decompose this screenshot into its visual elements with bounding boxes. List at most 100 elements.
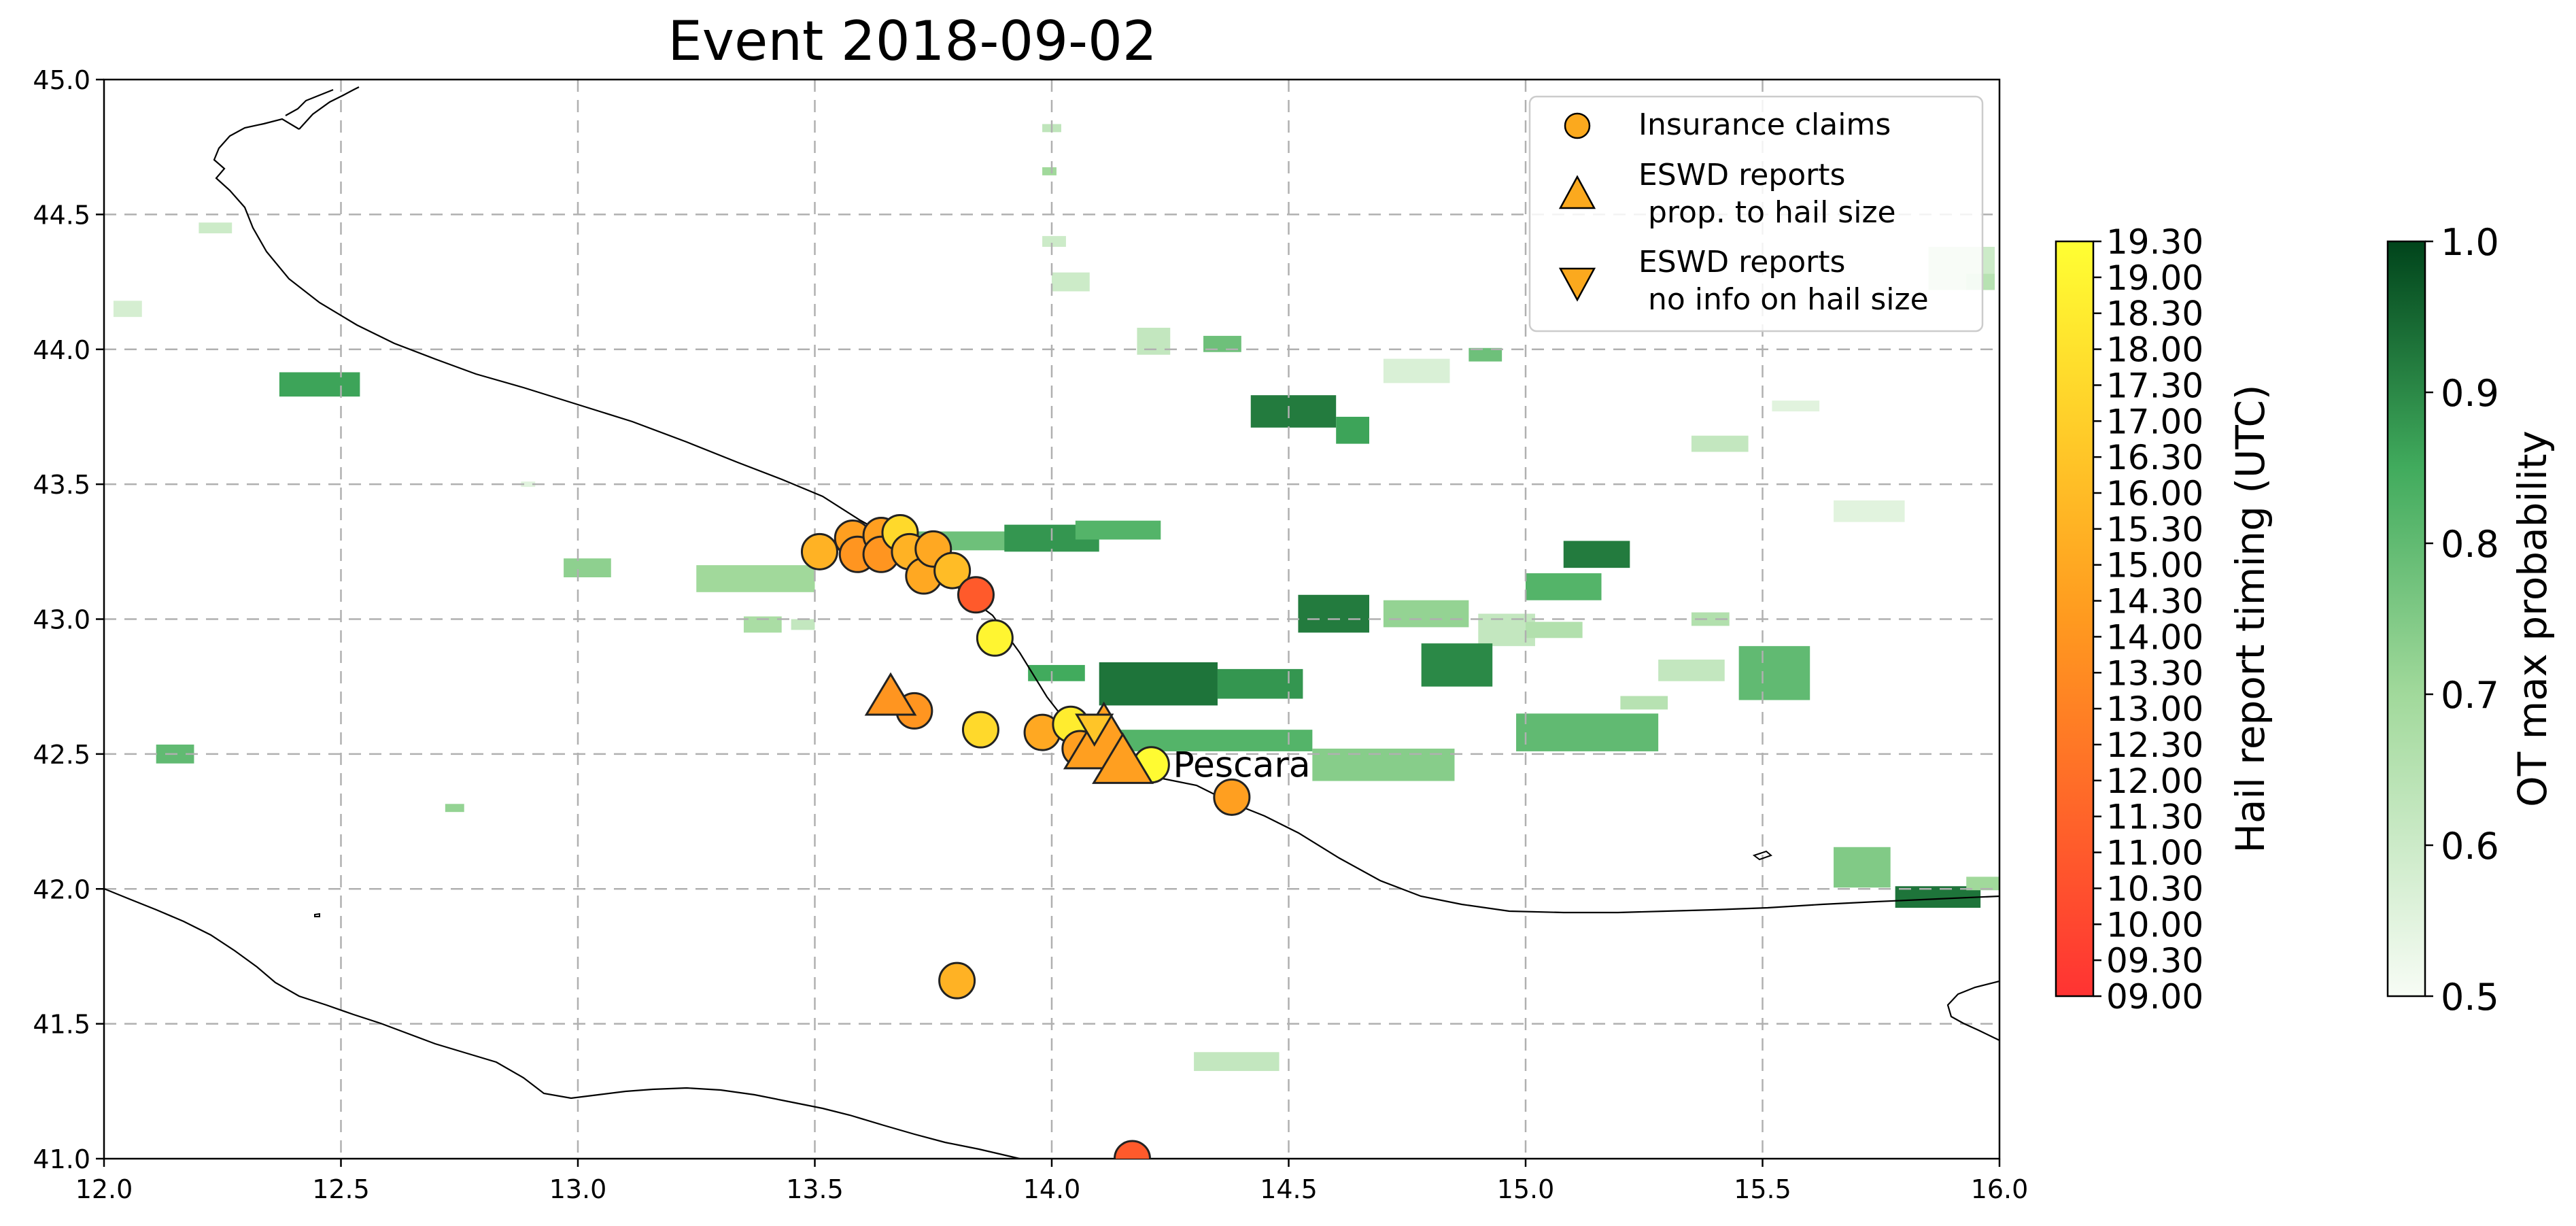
ot-probability-cell (1028, 664, 1085, 681)
colorbar-timing-tick-label: 10.30 (2106, 869, 2203, 908)
colorbar-ot-tick-label: 0.6 (2441, 825, 2499, 868)
ot-probability-cell (445, 804, 464, 813)
colorbar-ot-tick-label: 0.9 (2441, 372, 2499, 415)
eswd-report-size-marker (864, 672, 917, 716)
colorbar-timing-tick-label: 10.00 (2106, 905, 2203, 944)
colorbar-ot-bar (2386, 240, 2426, 998)
x-tick-label: 12.0 (75, 1174, 133, 1204)
ot-probability-cell (1834, 847, 1891, 888)
northern-coast-fragment (285, 86, 360, 130)
ot-probability-cell (1075, 520, 1161, 540)
ot-probability-cell (1137, 328, 1171, 355)
legend-triangle-up-icon (1558, 175, 1596, 209)
x-tick-label: 12.5 (312, 1174, 370, 1204)
ot-probability-cell (1298, 594, 1369, 633)
x-tick-label: 16.0 (1971, 1174, 2029, 1204)
legend-triangle-down-icon (1558, 267, 1596, 302)
x-tick-label: 14.5 (1260, 1174, 1318, 1204)
colorbar-timing-tick-label: 19.30 (2106, 222, 2203, 262)
insurance-claim-marker (933, 551, 972, 590)
colorbar-ot-tick-label: 1.0 (2441, 221, 2499, 264)
colorbar-ot-tick-label: 0.5 (2441, 976, 2499, 1019)
ot-probability-cell (1099, 662, 1218, 706)
legend-item-eswd-noinfo-line1: ESWD reports (1638, 245, 1845, 279)
city-label-pescara: Pescara (1173, 745, 1310, 786)
ot-probability-cell (1738, 646, 1810, 700)
colorbar-timing-tick-label: 11.00 (2106, 834, 2203, 873)
legend-item-insurance-claims: Insurance claims (1638, 107, 1891, 142)
x-tick-label: 13.0 (549, 1174, 607, 1204)
insurance-claim-marker (957, 576, 995, 614)
ot-probability-cell (1099, 730, 1313, 751)
ot-probability-cell (199, 222, 233, 234)
colorbar-timing-bar (2055, 240, 2095, 998)
x-tick-label: 15.5 (1734, 1174, 1791, 1204)
x-tick-label: 14.0 (1023, 1174, 1081, 1204)
ot-probability-cell (1042, 236, 1066, 247)
ot-probability-cell (1194, 1052, 1280, 1072)
y-tick-label: 42.0 (33, 874, 90, 904)
map-title: Event 2018-09-02 (668, 10, 1157, 73)
ot-probability-cell (1691, 435, 1749, 452)
y-tick-label: 43.0 (33, 605, 90, 635)
insurance-claim-marker (1113, 1140, 1151, 1159)
y-tick-label: 41.5 (33, 1010, 90, 1040)
ot-probability-cell (1336, 416, 1369, 444)
ot-probability-cell (279, 372, 360, 397)
legend: Insurance claims ESWD reports prop. to h… (1528, 95, 1984, 333)
legend-item-eswd-size-line1: ESWD reports (1638, 158, 1845, 192)
legend-box (1528, 95, 1984, 333)
y-tick-label: 42.5 (33, 740, 90, 770)
tyrrhenian-coastline (104, 887, 1020, 1159)
legend-item-eswd-size-line2: prop. to hail size (1638, 195, 1896, 230)
colorbar-timing-tick-label: 11.30 (2106, 798, 2203, 837)
y-tick-label: 44.0 (33, 335, 90, 365)
small-island (1752, 850, 1772, 861)
colorbar-timing-tick-label: 17.00 (2106, 402, 2203, 441)
ot-probability-cell (1203, 335, 1241, 352)
colorbar-timing-tick-label: 14.00 (2106, 617, 2203, 657)
colorbar-timing-tick-label: 09.00 (2106, 977, 2203, 1017)
ot-probability-cell (1383, 358, 1450, 384)
y-axis-ticks: 41.0 41.5 42.0 42.5 43.0 43.5 44.0 44.5 45.0 (33, 65, 104, 1174)
ot-probability-cell (696, 565, 815, 592)
colorbar-timing: 09.0009.3010.0010.3011.0011.3012.0012.30… (2055, 222, 2273, 1017)
ot-probability-cell (1421, 643, 1493, 687)
colorbar-timing-tick-label: 16.30 (2106, 438, 2203, 477)
gargano-coastline (1946, 980, 1999, 1041)
x-tick-label: 15.0 (1497, 1174, 1555, 1204)
eswd-report-noinfo-marker (1075, 713, 1114, 747)
colorbar-ot-tick-label: 0.8 (2441, 523, 2499, 566)
colorbar-timing-tick-label: 18.00 (2106, 330, 2203, 370)
y-tick-label: 43.5 (33, 470, 90, 500)
ot-probability-cell (564, 558, 611, 578)
ot-probability-cell (1052, 272, 1090, 292)
y-tick-label: 41.0 (33, 1144, 90, 1174)
colorbar-timing-tick-label: 14.30 (2106, 582, 2203, 621)
colorbar-ot: 0.5 0.6 0.7 0.8 0.9 1.0 OT max probability (2386, 221, 2556, 1019)
colorbar-timing-tick-label: 18.30 (2106, 294, 2203, 334)
ot-probability-cell (1658, 660, 1725, 681)
ot-probability-cell (1966, 876, 1999, 891)
ot-probability-cell (1834, 500, 1905, 522)
ot-probability-cell (1526, 621, 1583, 638)
ot-probability-cell (1526, 573, 1602, 600)
ot-probability-cell (1383, 600, 1469, 628)
ot-probability-cell (1250, 395, 1337, 428)
ot-probability-cell (743, 616, 782, 633)
colorbar-ot-tick-label: 0.7 (2441, 674, 2499, 717)
colorbar-timing-tick-label: 12.30 (2106, 726, 2203, 765)
small-island-2 (314, 913, 320, 917)
ot-probability-cell (791, 619, 815, 630)
legend-circle-marker-icon (1564, 112, 1591, 139)
x-axis-ticks: 12.0 12.5 13.0 13.5 14.0 14.5 15.0 15.5 16.0 (75, 1159, 2029, 1204)
colorbar-timing-tick-label: 12.00 (2106, 762, 2203, 801)
ot-probability-cell (1563, 541, 1630, 568)
ot-probability-cell (1217, 668, 1303, 699)
ot-probability-cell (1772, 401, 1820, 412)
map-gridlines (104, 80, 1999, 1159)
ot-probability-cell (1469, 347, 1502, 362)
ot-probability-cell (1042, 167, 1057, 175)
colorbar-timing-tick-label: 16.00 (2106, 474, 2203, 513)
